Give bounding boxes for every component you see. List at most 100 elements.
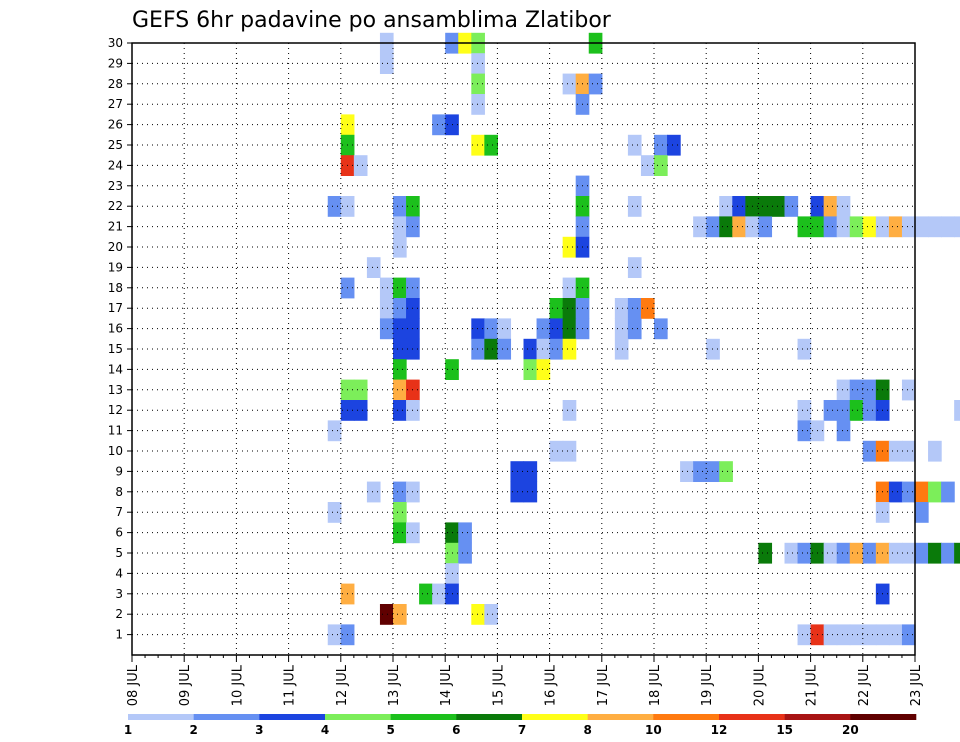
y-axis: 1234567891011121314151617181920212223242… xyxy=(108,36,132,642)
heatmap-cell xyxy=(458,542,472,564)
heatmap-cell xyxy=(823,216,838,238)
heatmap-cell xyxy=(393,604,407,625)
heatmap-cell xyxy=(680,461,694,482)
heatmap-cell xyxy=(471,134,485,156)
heatmap-cell xyxy=(379,604,394,625)
x-axis: 08 JUL 09 JUL 10 JUL 11 JUL 12 JUL 13 JUL 14 J… xyxy=(126,655,924,706)
x-tick-label: 20 JUL xyxy=(752,664,767,706)
x-tick-label: 16 JUL xyxy=(544,664,559,706)
heatmap-cell xyxy=(562,277,577,299)
heatmap-cell xyxy=(562,440,577,462)
heatmap-cell xyxy=(901,440,916,462)
y-tick-label: 21 xyxy=(108,220,123,234)
heatmap-cell xyxy=(627,257,642,278)
x-tick-label: 18 JUL xyxy=(648,664,663,706)
colorbar-swatch xyxy=(522,714,588,720)
colorbar-label: 7 xyxy=(518,723,526,737)
heatmap-cell xyxy=(823,624,838,646)
heatmap-cell xyxy=(471,318,485,340)
heatmap-cell xyxy=(836,216,851,238)
y-tick-label: 16 xyxy=(108,322,123,336)
x-tick-label: 08 JUL xyxy=(126,664,141,706)
y-tick-label: 19 xyxy=(108,260,123,274)
colorbar-swatch xyxy=(325,714,391,720)
y-tick-label: 9 xyxy=(115,464,123,478)
heatmap-cell xyxy=(706,216,720,238)
y-tick-label: 11 xyxy=(108,424,123,438)
x-tick-label: 17 JUL xyxy=(596,664,611,706)
heatmap-cell xyxy=(393,298,407,319)
heatmap-cell xyxy=(393,277,407,299)
heatmap-cell xyxy=(693,216,707,238)
y-tick-label: 1 xyxy=(115,628,123,642)
colorbar-swatch xyxy=(390,714,457,720)
heatmap-cell xyxy=(484,338,498,360)
heatmap-cell xyxy=(654,134,668,156)
heatmap-cell xyxy=(888,481,903,503)
heatmap-cells xyxy=(327,32,960,646)
y-tick-label: 29 xyxy=(108,56,123,70)
heatmap-cell xyxy=(523,461,538,482)
heatmap-cell xyxy=(836,379,851,401)
heatmap-cell xyxy=(915,542,929,564)
heatmap-cell xyxy=(366,481,381,503)
heatmap-cell xyxy=(941,542,955,564)
heatmap-cell xyxy=(562,236,577,258)
heatmap-cell xyxy=(797,400,812,421)
heatmap-cell xyxy=(784,542,799,564)
x-tick-label: 13 JUL xyxy=(387,664,402,706)
heatmap-cell xyxy=(732,196,746,217)
heatmap-cell xyxy=(393,216,407,238)
heatmap-cell xyxy=(379,277,394,299)
colorbar-swatch xyxy=(719,714,785,720)
y-tick-label: 20 xyxy=(108,240,123,254)
heatmap-cell xyxy=(471,604,485,625)
heatmap-cell xyxy=(954,216,960,238)
heatmap-cell xyxy=(667,134,681,156)
heatmap-cell xyxy=(419,583,433,605)
x-tick-label: 19 JUL xyxy=(700,664,715,706)
heatmap-cell xyxy=(901,216,916,238)
heatmap-cell xyxy=(562,400,577,421)
heatmap-cell xyxy=(393,196,407,217)
heatmap-cell xyxy=(797,216,812,238)
heatmap-cell xyxy=(393,481,407,503)
heatmap-cell xyxy=(327,624,342,646)
heatmap-cell xyxy=(484,318,498,340)
heatmap-cell xyxy=(862,216,877,238)
heatmap-cell xyxy=(849,379,864,401)
heatmap-cell xyxy=(393,318,407,340)
y-tick-label: 25 xyxy=(108,138,123,152)
heatmap-cell xyxy=(588,73,603,95)
heatmap-cell xyxy=(901,379,916,401)
heatmap-cell xyxy=(393,522,407,544)
y-tick-label: 4 xyxy=(115,566,123,580)
heatmap-cell xyxy=(928,481,942,503)
heatmap-cell xyxy=(719,196,733,217)
colorbar-label: 12 xyxy=(711,723,728,737)
heatmap-cell xyxy=(888,624,903,646)
heatmap-cell xyxy=(797,624,812,646)
heatmap-cell xyxy=(823,400,838,421)
heatmap-cell xyxy=(849,542,864,564)
y-tick-label: 8 xyxy=(115,485,123,499)
y-tick-label: 10 xyxy=(108,444,123,458)
heatmap-cell xyxy=(758,196,773,217)
heatmap-cell xyxy=(497,338,512,360)
y-tick-label: 23 xyxy=(108,179,123,193)
y-tick-label: 13 xyxy=(108,383,123,397)
heatmap-cell xyxy=(536,338,551,360)
heatmap-cell xyxy=(915,481,929,503)
heatmap-cell xyxy=(901,481,916,503)
heatmap-cell xyxy=(797,338,812,360)
heatmap-cell xyxy=(941,216,955,238)
heatmap-cell xyxy=(393,338,407,360)
y-tick-label: 18 xyxy=(108,281,123,295)
heatmap-cell xyxy=(614,298,629,319)
y-tick-label: 30 xyxy=(108,36,123,50)
heatmap-cell xyxy=(732,216,746,238)
y-tick-label: 17 xyxy=(108,301,123,315)
heatmap-cell xyxy=(823,542,838,564)
heatmap-cell xyxy=(627,318,642,340)
